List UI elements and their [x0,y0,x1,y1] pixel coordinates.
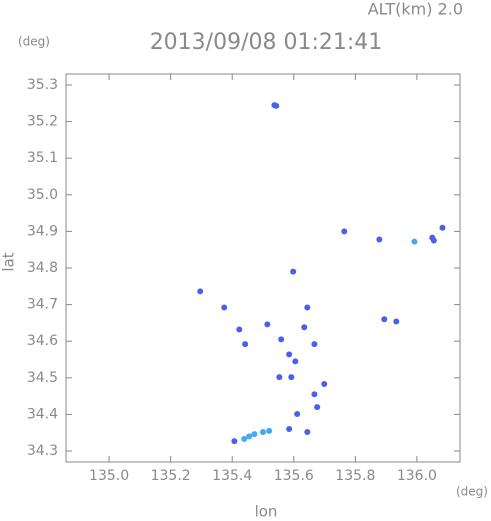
echo-point [251,431,258,438]
echo-point [439,224,446,231]
x-unit: (deg) [456,485,488,499]
plot-frame [65,73,461,463]
echo-point [276,374,283,381]
y-tick-label: 35.3 [27,77,58,93]
echo-point [311,391,318,398]
chart-title: 2013/09/08 01:21:41 [150,30,383,55]
y-axis-label: lat [0,252,18,271]
echo-point [314,404,321,411]
echo-point [341,228,348,235]
y-tick-label: 34.8 [27,260,58,276]
echo-point [286,426,293,433]
echo-point [264,321,271,328]
y-tick-label: 34.3 [27,443,58,459]
x-tick-label: 135.0 [89,468,129,484]
x-tick-label: 135.6 [274,468,314,484]
x-tick-label: 136.0 [397,468,437,484]
echo-point [246,433,253,440]
y-tick-label: 34.9 [27,223,58,239]
echo-point [221,304,228,311]
echo-point [288,374,295,381]
y-unit: (deg) [18,35,50,49]
echo-point [304,304,311,311]
y-tick-label: 34.4 [27,406,58,422]
echo-point [376,236,383,243]
echo-point [290,268,297,275]
echo-point [231,438,238,445]
subtitle: ALT(km) 2.0 [368,0,463,19]
echo-point [292,358,299,365]
echo-point [301,324,308,331]
echo-point [266,427,273,434]
echo-point [411,238,418,245]
echo-point [393,318,400,325]
echo-point [311,341,318,348]
echo-point [197,288,204,295]
echo-point [294,411,301,418]
y-tick-label: 35.0 [27,187,58,203]
y-tick-label: 34.7 [27,297,58,313]
y-tick-label: 34.5 [27,370,58,386]
x-tick-label: 135.8 [335,468,375,484]
echo-point [241,435,248,442]
x-axis-label: lon [255,503,278,521]
echo-point [260,428,266,435]
echo-point [236,326,243,333]
echo-point [430,237,437,244]
echo-point [304,428,311,435]
x-tick-label: 135.4 [212,468,252,484]
echo-point [286,351,293,358]
x-tick-label: 135.2 [151,468,191,484]
y-tick-label: 35.1 [27,150,58,166]
echo-point [273,102,280,109]
echo-point [278,336,285,343]
y-tick-label: 34.6 [27,333,58,349]
y-tick-label: 35.2 [27,114,58,130]
echo-point [242,341,249,348]
echo-point [321,381,328,388]
echo-point [381,316,388,323]
